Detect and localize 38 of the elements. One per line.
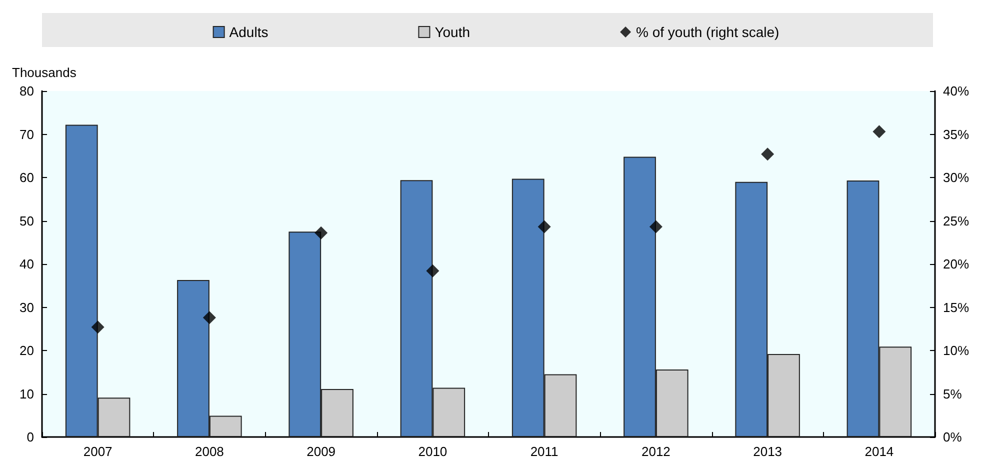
y-tick-label: 10 xyxy=(20,386,34,402)
point xyxy=(649,220,662,234)
y-tick-label: 80 xyxy=(20,84,34,98)
y2-tick-label: 10% xyxy=(943,343,970,358)
y-tick-label: 70 xyxy=(20,126,34,142)
point xyxy=(761,148,774,161)
y-tick-label: 40 xyxy=(20,256,34,272)
point xyxy=(314,226,328,240)
legend-label: % of youth (right scale) xyxy=(636,24,780,40)
point xyxy=(426,264,440,278)
y-axis-title: Thousands xyxy=(12,65,77,80)
point xyxy=(91,320,104,334)
legend-label: Youth xyxy=(434,24,470,40)
x-tick-label: 2011 xyxy=(530,444,558,459)
x-tick-label: 2007 xyxy=(83,444,112,459)
y2-tick-label: 20% xyxy=(943,256,970,272)
x-tick-label: 2012 xyxy=(641,444,670,459)
y2-tick-label: 30% xyxy=(943,170,970,185)
point xyxy=(202,311,216,324)
y-tick-label: 20 xyxy=(20,343,34,358)
x-tick-label: 2009 xyxy=(306,444,336,459)
y2-tick-label: 25% xyxy=(943,213,970,228)
y2-tick-label: 5% xyxy=(943,386,962,402)
y2-tick-label: 15% xyxy=(943,300,970,315)
x-tick-label: 2008 xyxy=(194,444,224,459)
y-tick-label: 50 xyxy=(20,213,34,228)
point xyxy=(538,220,551,234)
x-tick-label: 2014 xyxy=(864,444,894,459)
y2-tick-label: 0% xyxy=(943,430,962,444)
y-tick-label: 60 xyxy=(20,170,34,185)
x-tick-label: 2010 xyxy=(418,444,448,459)
y-tick-label: 0 xyxy=(26,430,34,444)
y2-tick-label: 40% xyxy=(943,84,970,98)
legend-label: Adults xyxy=(229,24,268,40)
x-tick-label: 2013 xyxy=(753,444,782,459)
point xyxy=(872,125,886,138)
y2-tick-label: 35% xyxy=(943,126,970,142)
y-tick-label: 30 xyxy=(20,300,34,315)
